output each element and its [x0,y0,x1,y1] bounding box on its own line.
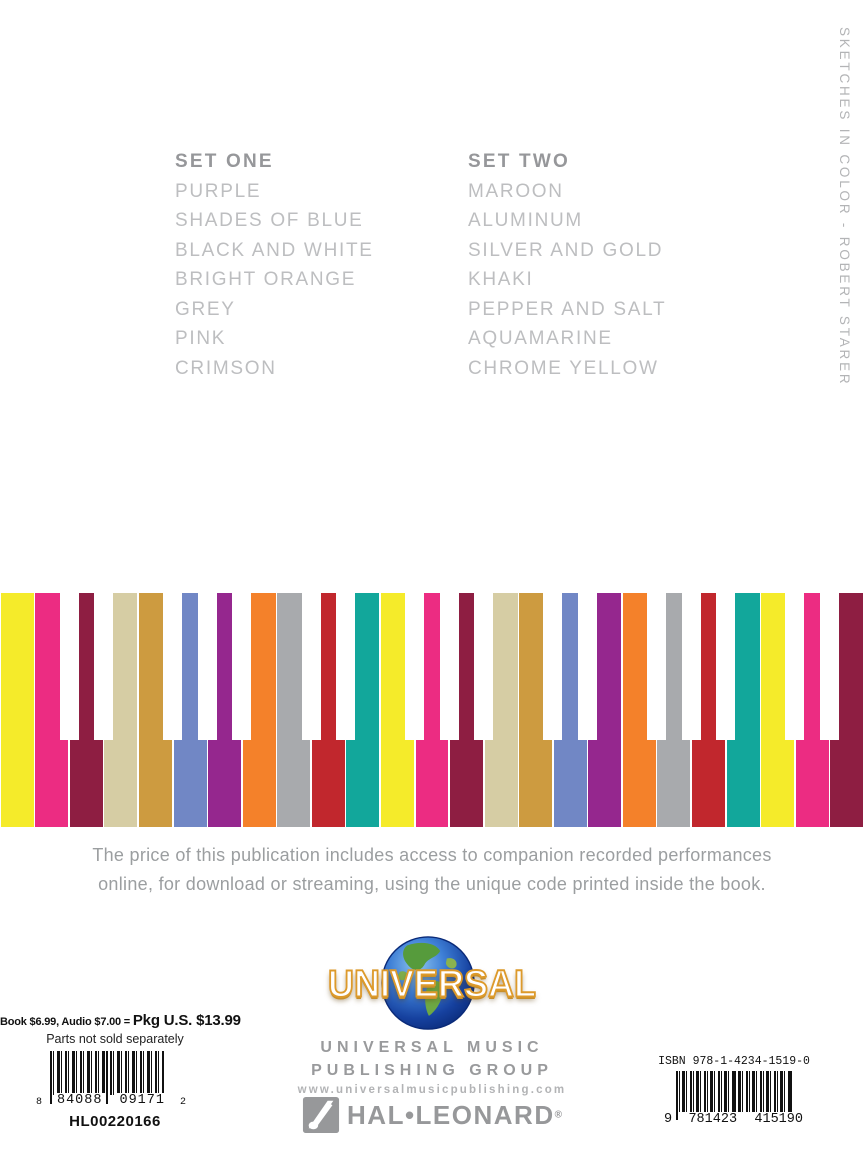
piano-black-key [94,593,114,740]
price-components: Book $6.99, Audio $7.00 = [0,1016,133,1028]
piano-black-key [474,593,494,740]
hal-leonard-logo: HAL•LEONARD® [0,1096,864,1134]
piece-title: MAROON [468,180,564,202]
piece-title: SILVER AND GOLD [468,239,664,261]
piece-title: BRIGHT ORANGE [175,269,357,290]
piano-black-key [336,593,356,740]
upc-group2: 09171 [117,1093,167,1108]
catalog-number: HL00220166 [69,1113,161,1130]
isbn-lead-digit: 9 [664,1112,673,1127]
isbn-guard-left [676,1071,678,1120]
piece-title: GREY [175,298,236,320]
set-two-items: MAROON ALUMINUM SILVER AND GOLD KHAKI PEPPER… [468,177,666,384]
piece-title: PINK [175,328,227,349]
piano-black-key [681,593,701,740]
set-one-list: SET ONE PURPLE SHADES OF BLUE BLACK AND WH… [175,147,374,383]
isbn-guard-center [734,1071,736,1120]
piano-black-key [543,593,563,740]
isbn-guard-right [790,1071,792,1120]
piano-black-key [163,593,183,740]
isbn-digits: 9 781423 415190 [664,1112,804,1127]
upc-check-digit: 2 [179,1097,186,1108]
globe-icon [381,936,475,1030]
piano-black-key [439,593,459,740]
upc-guard-left [50,1051,52,1104]
universal-wordmark: UNIVERSAL [327,961,537,1006]
isbn-barcode: 9 781423 415190 [664,1071,804,1127]
piano-black-key [785,593,805,740]
isbn-group2: 415190 [753,1112,804,1127]
piece-title: PURPLE [175,180,262,202]
piano-key-yellow [0,593,34,827]
piece-title: BLACK AND WHITE [175,239,374,261]
piece-title: PEPPER AND SALT [468,298,667,320]
set-two-heading: SET TWO [468,151,570,172]
piece-title: SHADES OF BLUE [175,210,364,231]
piece-title: CRIMSON [175,357,277,379]
piano-black-key [819,593,839,740]
isbn-group1: 781423 [687,1112,739,1127]
parts-note: Parts not sold separately [46,1032,184,1046]
upc-lead-digit: 8 [36,1097,43,1108]
umpg-website: www.universalmusicpublishing.com [297,1084,567,1096]
piano-black-key [197,593,217,740]
set-one-items: PURPLE SHADES OF BLUE BLACK AND WHITE BRIGH… [175,177,374,384]
upc-guard-center [106,1051,108,1104]
piano-black-key [301,593,321,740]
spine-title: SKETCHES IN COLOR - ROBERT STARER [837,27,852,387]
piano-black-key [232,593,252,740]
upc-guard-right [162,1051,164,1104]
set-one-heading: SET ONE [175,151,274,172]
price-package: Pkg U.S. $13.99 [132,1012,241,1029]
upc-group1: 84088 [54,1093,105,1108]
companion-audio-note-line2: online, for download or streaming, using… [98,873,766,894]
piece-title: KHAKI [468,269,534,290]
colored-piano-keyboard-illustration [0,593,864,827]
set-two-list: SET TWO MAROON ALUMINUM SILVER AND GOLD KHA… [468,147,666,383]
umpg-name-line2: PUBLISHING GROUP [311,1062,553,1079]
piece-title: ALUMINUM [468,210,583,231]
price-line: Book $6.99, Audio $7.00 = Pkg U.S. $13.9… [0,1012,241,1030]
hal-leonard-icon [302,1096,340,1134]
companion-audio-note-line1: The price of this publication includes a… [92,845,772,865]
piece-title: CHROME YELLOW [468,357,659,379]
hal-leonard-wordmark: HAL•LEONARD [347,1099,555,1130]
universal-globe-logo [381,936,475,1030]
upc-digits: 8 84088 09171 2 [36,1093,186,1108]
isbn-label: ISBN 978-1-4234-1519-0 [658,1055,810,1068]
umpg-name-line1: UNIVERSAL MUSIC [320,1039,544,1056]
piano-black-key [716,593,736,740]
piano-black-key [647,593,667,740]
piano-black-key [578,593,598,740]
registered-mark: ® [554,1109,562,1121]
piano-black-key [405,593,425,740]
piece-title: AQUAMARINE [468,328,613,349]
companion-audio-note: The price of this publication includes a… [0,841,864,898]
piano-black-key [59,593,79,740]
upc-barcode: 8 84088 09171 2 [36,1051,186,1113]
